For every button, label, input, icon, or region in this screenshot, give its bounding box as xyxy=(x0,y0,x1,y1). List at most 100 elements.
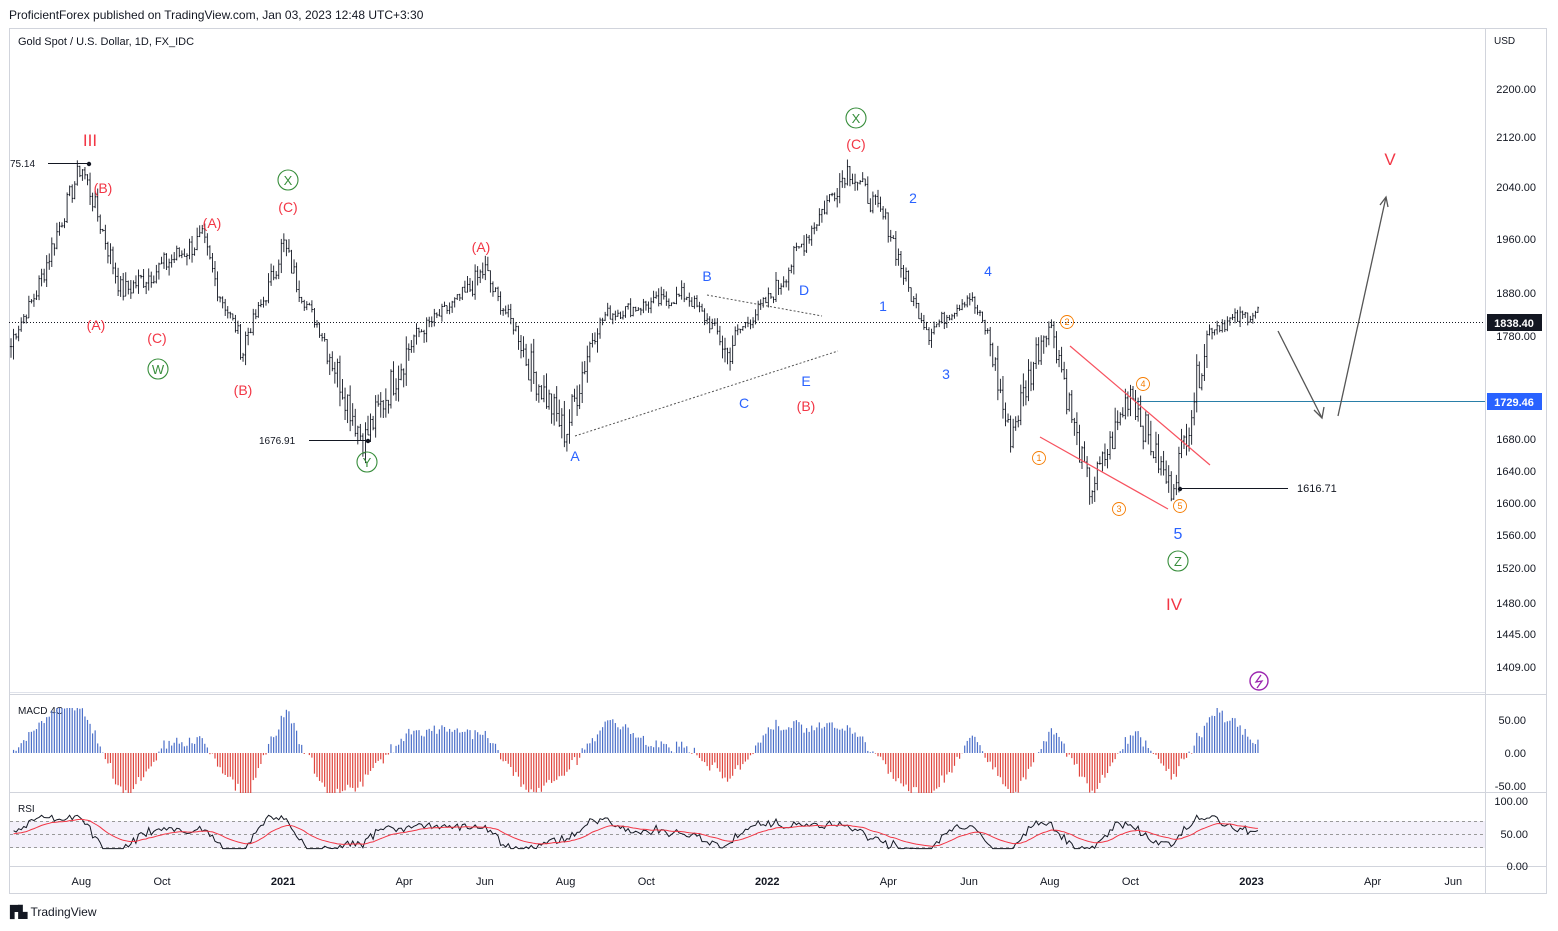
candle xyxy=(1004,402,1007,427)
candle xyxy=(201,224,204,234)
candle xyxy=(211,252,214,273)
candle xyxy=(157,262,160,280)
candle xyxy=(379,392,382,418)
triangle-lower-line[interactable] xyxy=(574,350,839,437)
candle xyxy=(1177,446,1180,493)
rsi-axis: 100.00 50.00 0.00 xyxy=(1494,796,1528,873)
price-tick: 1600.00 xyxy=(1496,498,1536,510)
candle xyxy=(1236,309,1239,322)
candle xyxy=(1024,380,1027,406)
candle xyxy=(397,365,400,402)
candle xyxy=(859,179,862,185)
candle xyxy=(119,276,122,297)
candle xyxy=(509,303,512,325)
candle xyxy=(642,298,645,314)
candle xyxy=(277,259,280,280)
candle xyxy=(247,327,250,346)
candle xyxy=(491,281,495,297)
candle xyxy=(943,311,946,330)
price-label-level-text: 1729.46 xyxy=(1494,397,1534,409)
candle xyxy=(180,250,183,259)
wave-W: W xyxy=(152,362,165,377)
candle xyxy=(649,297,653,314)
price-tick: 1960.00 xyxy=(1496,234,1536,246)
candle xyxy=(129,280,132,299)
price-label-level: 1729.46 xyxy=(1487,393,1542,410)
candle xyxy=(512,317,515,335)
candle xyxy=(660,286,663,306)
candle xyxy=(496,286,500,302)
lightning-icon[interactable] xyxy=(1249,671,1269,691)
candle xyxy=(423,329,426,343)
candle xyxy=(364,422,367,464)
candle xyxy=(540,385,543,400)
candle xyxy=(971,292,974,302)
candle xyxy=(675,286,678,305)
candle xyxy=(978,310,982,317)
candle xyxy=(190,235,194,263)
footer[interactable]: ▛▙ TradingView xyxy=(10,905,97,919)
candle xyxy=(818,208,821,226)
candle xyxy=(1096,461,1099,491)
candle xyxy=(22,314,25,324)
diagonal-upper-line[interactable] xyxy=(1069,345,1211,466)
candle xyxy=(729,347,732,371)
candle xyxy=(196,227,199,251)
candle xyxy=(25,314,28,324)
projection-arrows[interactable] xyxy=(1277,195,1389,420)
candle xyxy=(106,241,109,264)
candle xyxy=(1017,415,1020,428)
candle xyxy=(377,394,380,407)
wave-labels-orange xyxy=(1032,315,1187,516)
triangle-upper-line[interactable] xyxy=(706,294,823,317)
candle xyxy=(142,268,145,288)
candle xyxy=(285,239,288,257)
candle xyxy=(904,267,908,282)
time-tick: Oct xyxy=(1122,876,1139,888)
candle xyxy=(203,223,206,244)
candle xyxy=(479,269,482,284)
candle xyxy=(910,287,913,302)
candle xyxy=(1119,412,1122,426)
candle xyxy=(558,399,561,427)
candle xyxy=(280,238,283,274)
time-tick: Jun xyxy=(960,876,978,888)
candle xyxy=(484,255,487,281)
candle xyxy=(43,268,46,283)
candle xyxy=(769,293,772,299)
candle xyxy=(708,316,711,334)
candle xyxy=(354,408,357,437)
candle xyxy=(303,299,306,311)
candle xyxy=(1167,465,1170,493)
candle xyxy=(1037,337,1040,365)
candle xyxy=(234,314,237,333)
publisher-header: ProficientForex published on TradingView… xyxy=(9,8,424,22)
candle xyxy=(1170,471,1173,502)
candle xyxy=(744,321,747,329)
candle xyxy=(790,264,793,274)
candle xyxy=(456,294,459,300)
candle xyxy=(1022,373,1025,407)
time-tick: 2021 xyxy=(271,876,295,888)
wave-B-3: (B) xyxy=(797,398,816,414)
price-tick: 1520.00 xyxy=(1496,563,1536,575)
candle xyxy=(917,302,920,320)
candle xyxy=(341,378,344,400)
candle xyxy=(774,272,778,303)
time-axis[interactable]: Aug Oct 2021 Apr Jun Aug Oct 2022 Apr Jun Aug Oct 20… xyxy=(72,876,1463,888)
candle xyxy=(933,321,936,335)
candle xyxy=(573,388,576,402)
diagonal-lower-line[interactable] xyxy=(1039,436,1169,510)
candle xyxy=(634,306,637,312)
candle xyxy=(994,357,997,371)
price-axis[interactable]: 2200.00 2120.00 2040.00 1960.00 1880.00 1780.… xyxy=(1496,84,1536,674)
candle xyxy=(20,317,23,332)
candle xyxy=(1129,384,1132,417)
time-tick: Apr xyxy=(396,876,413,888)
time-tick: Jun xyxy=(1444,876,1462,888)
annotation-low-2-text: 1616.71 xyxy=(1297,483,1337,495)
candle xyxy=(415,323,418,345)
candle xyxy=(428,316,431,328)
candle xyxy=(155,264,158,284)
